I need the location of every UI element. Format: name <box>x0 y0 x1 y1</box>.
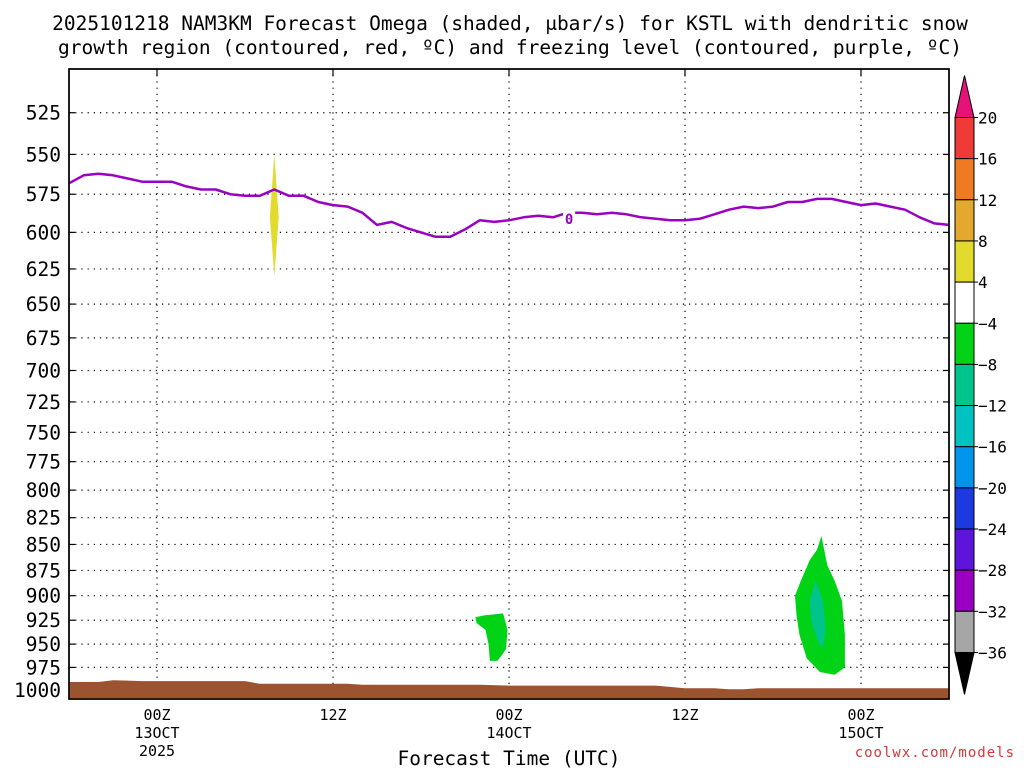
colorbar-box-10 <box>954 528 975 571</box>
y-tick-label-650: 650 <box>26 293 61 316</box>
colorbar-box-0 <box>954 117 975 160</box>
colorbar-label-9: −20 <box>978 479 1007 498</box>
colorbar-label-6: −8 <box>978 355 997 374</box>
y-tick-label-875: 875 <box>26 559 61 582</box>
y-tick-label-575: 575 <box>26 183 61 206</box>
colorbar-box-8 <box>954 446 975 489</box>
freezing-level-line <box>68 172 950 239</box>
freezing-level-label-bg <box>563 210 576 227</box>
x-axis-title: Forecast Time (UTC) <box>397 747 620 768</box>
colorbar-bottom-arrow <box>954 651 975 695</box>
colorbar-box-1 <box>954 158 975 201</box>
colorbar: 20 16 12 8 4 −4 −8 −12 −16 −20 −24 −28 −32 −36 <box>954 75 1007 695</box>
x-tick-label-4-2: 15OCT <box>838 724 883 742</box>
omega-region-0 <box>269 154 279 277</box>
colorbar-label-4: 4 <box>978 273 988 292</box>
colorbar-label-8: −16 <box>978 438 1007 457</box>
colorbar-label-13: −36 <box>978 643 1007 662</box>
colorbar-label-10: −24 <box>978 520 1007 539</box>
y-tick-label-850: 850 <box>26 533 61 556</box>
colorbar-box-4 <box>954 281 975 324</box>
x-tick-label-0-3: 2025 <box>139 742 175 760</box>
freezing-level-layer: 0 <box>68 172 950 239</box>
colorbar-label-11: −28 <box>978 561 1007 580</box>
colorbar-box-12 <box>954 610 975 653</box>
terrain-layer <box>69 680 949 699</box>
freezing-level-label: 0 <box>565 212 573 228</box>
omega-region-3 <box>809 580 826 649</box>
x-tick-label-4-1: 00Z <box>847 706 874 724</box>
y-tick-label-900: 900 <box>26 585 61 608</box>
colorbar-label-12: −32 <box>978 602 1007 621</box>
y-tick-label-700: 700 <box>26 359 61 382</box>
y-tick-label-550: 550 <box>26 143 61 166</box>
colorbar-label-2: 12 <box>978 191 997 210</box>
credit-text: coolwx.com/models <box>855 745 1015 761</box>
y-tick-label-825: 825 <box>26 507 61 530</box>
colorbar-label-0: 20 <box>978 109 997 128</box>
y-tick-label-975: 975 <box>26 656 61 679</box>
y-gridlines <box>69 112 949 691</box>
omega-region-1 <box>475 613 508 661</box>
colorbar-box-5 <box>954 322 975 365</box>
y-tick-label-925: 925 <box>26 609 61 632</box>
y-tick-label-725: 725 <box>26 391 61 414</box>
omega-shading <box>269 154 845 675</box>
x-tick-label-2-2: 14OCT <box>486 724 531 742</box>
y-tick-label-750: 750 <box>26 421 61 444</box>
x-tick-label-0-2: 13OCT <box>134 724 179 742</box>
colorbar-label-1: 16 <box>978 150 997 169</box>
x-tick-label-0-1: 00Z <box>143 706 170 724</box>
y-tick-label-800: 800 <box>26 479 61 502</box>
chart-title-line1: 2025101218 NAM3KM Forecast Omega (shaded… <box>52 12 968 35</box>
y-tick-label-775: 775 <box>26 451 61 474</box>
colorbar-box-6 <box>954 363 975 407</box>
colorbar-box-11 <box>954 569 975 612</box>
colorbar-box-3 <box>954 240 975 283</box>
y-tick-label-525: 525 <box>26 102 61 125</box>
plot-frame-outline <box>68 68 950 700</box>
terrain-fill <box>69 680 949 699</box>
y-tick-label-600: 600 <box>26 221 61 244</box>
colorbar-box-9 <box>954 487 975 530</box>
colorbar-top-arrow <box>954 75 975 118</box>
x-tick-label-3-1: 12Z <box>671 706 698 724</box>
chart-title-line2: growth region (contoured, red, ºC) and f… <box>58 36 962 59</box>
colorbar-box-7 <box>954 405 975 448</box>
y-axis-labels: 525 550 575 600 625 650 675 700 725 750 775 800 825 8… <box>14 102 61 702</box>
y-tick-label-625: 625 <box>26 258 61 281</box>
colorbar-label-3: 8 <box>978 232 988 251</box>
x-tick-label-2-1: 00Z <box>495 706 522 724</box>
y-tick-label-675: 675 <box>26 327 61 350</box>
colorbar-label-7: −12 <box>978 397 1007 416</box>
y-tick-label-950: 950 <box>26 633 61 656</box>
colorbar-box-2 <box>954 199 975 242</box>
x-tick-label-1-1: 12Z <box>319 706 346 724</box>
y-tick-label-1000: 1000 <box>14 679 61 702</box>
colorbar-label-5: −4 <box>978 314 997 333</box>
